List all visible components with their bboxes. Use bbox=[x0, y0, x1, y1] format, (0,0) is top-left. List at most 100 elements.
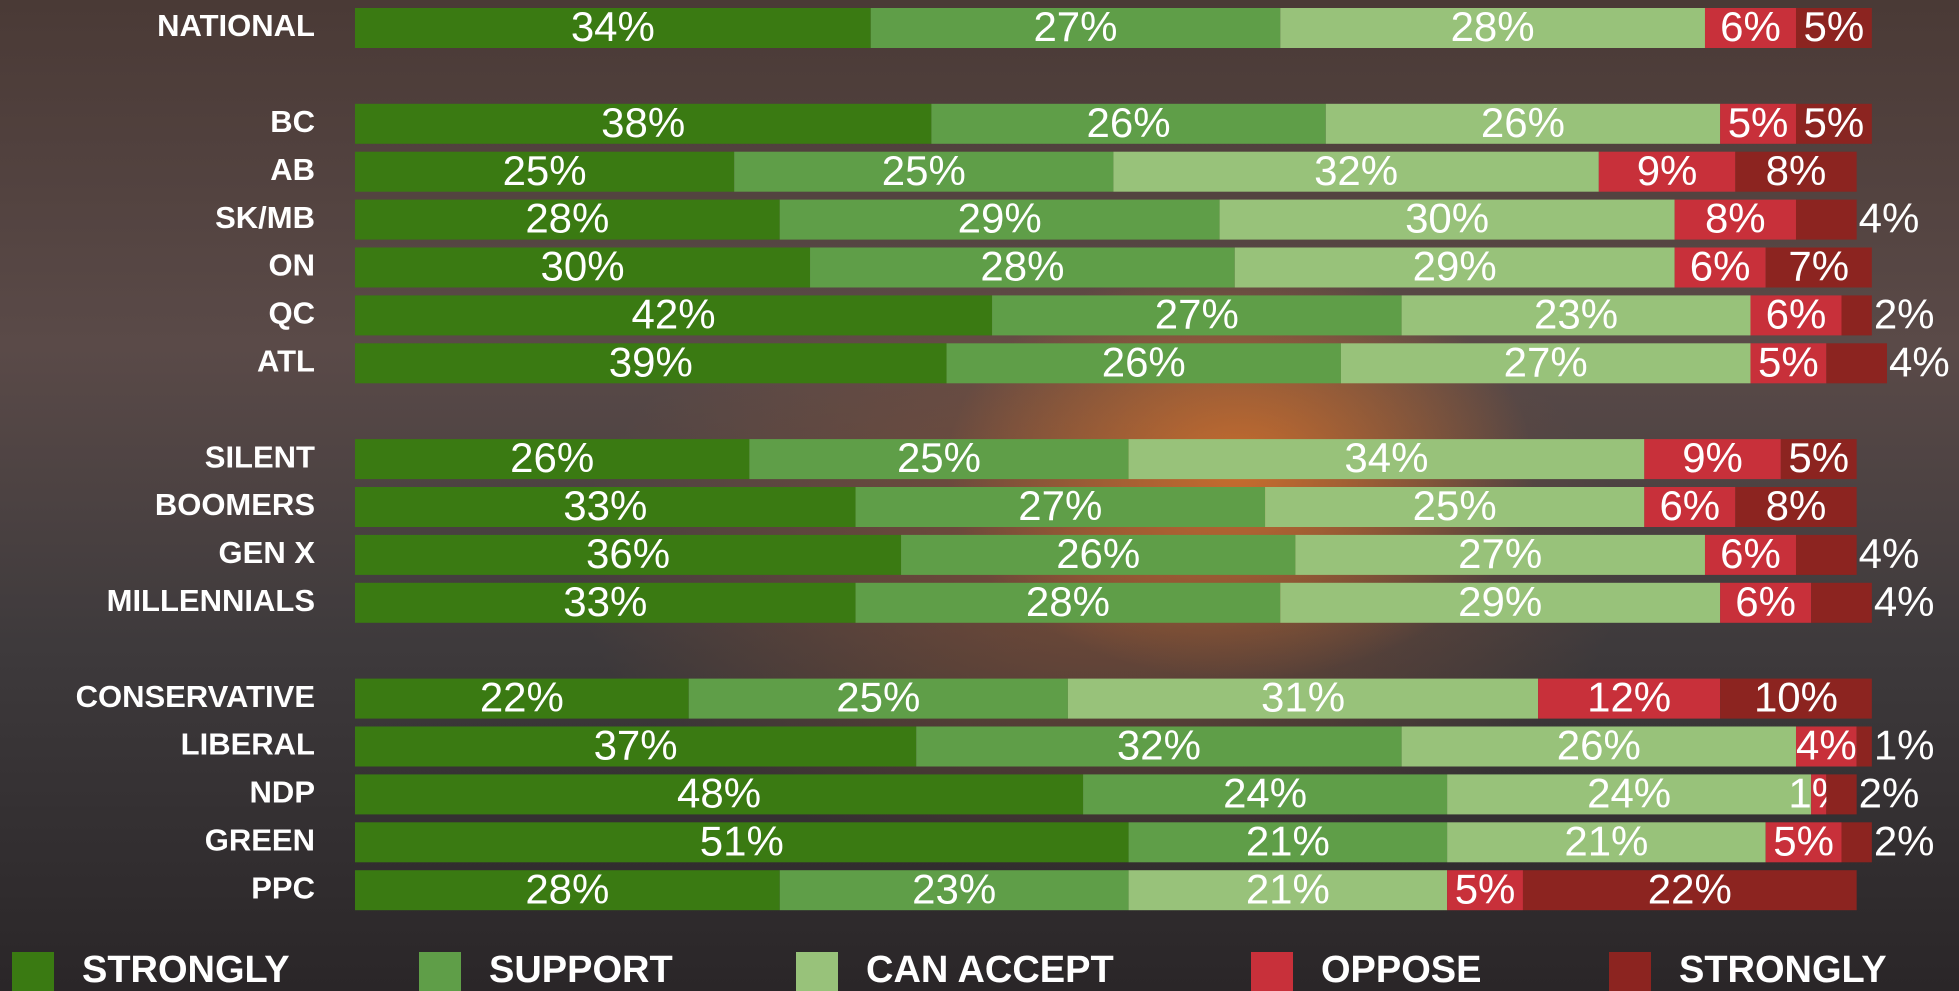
bar-segment bbox=[1857, 727, 1872, 767]
value-label: 5% bbox=[1804, 99, 1865, 146]
value-label: 2% bbox=[1859, 769, 1920, 816]
value-label: 6% bbox=[1720, 530, 1781, 577]
value-label: 23% bbox=[912, 865, 996, 912]
value-label: 2% bbox=[1874, 817, 1935, 864]
value-label: 39% bbox=[609, 338, 693, 385]
value-label: 5% bbox=[1455, 865, 1516, 912]
category-label: PPC bbox=[251, 870, 315, 905]
value-label: 25% bbox=[503, 147, 587, 194]
value-label: 31% bbox=[1261, 674, 1345, 721]
bar-segment bbox=[1841, 295, 1871, 335]
value-label: 8% bbox=[1766, 147, 1827, 194]
value-label: 4% bbox=[1859, 195, 1920, 242]
value-label: 12% bbox=[1587, 674, 1671, 721]
bar-segment bbox=[1826, 774, 1856, 814]
screen: NATIONAL34%27%28%6%5%BC38%26%26%5%5%AB25… bbox=[0, 0, 1959, 991]
value-label: 33% bbox=[563, 482, 647, 529]
bar-segment bbox=[1796, 200, 1857, 240]
value-label: 30% bbox=[1405, 195, 1489, 242]
legend-label: STRONGLY bbox=[82, 949, 290, 991]
value-label: 27% bbox=[1504, 338, 1588, 385]
category-label: SILENT bbox=[205, 439, 315, 474]
value-label: 4% bbox=[1796, 722, 1857, 769]
value-label: 25% bbox=[882, 147, 966, 194]
value-label: 27% bbox=[1458, 530, 1542, 577]
value-label: 8% bbox=[1766, 482, 1827, 529]
category-label: CONSERVATIVE bbox=[76, 679, 315, 714]
value-label: 37% bbox=[594, 722, 678, 769]
value-label: 21% bbox=[1246, 865, 1330, 912]
value-label: 29% bbox=[1458, 578, 1542, 625]
value-label: 26% bbox=[1481, 99, 1565, 146]
value-label: 26% bbox=[1087, 99, 1171, 146]
legend-label: STRONGLY bbox=[1679, 949, 1887, 991]
bar-segment bbox=[1826, 343, 1887, 383]
value-label: 51% bbox=[700, 817, 784, 864]
value-label: 28% bbox=[525, 195, 609, 242]
value-label: 48% bbox=[677, 769, 761, 816]
value-label: 8% bbox=[1705, 195, 1766, 242]
legend-swatch bbox=[1609, 952, 1651, 991]
value-label: 25% bbox=[897, 434, 981, 481]
value-label: 26% bbox=[1102, 338, 1186, 385]
value-label: 7% bbox=[1788, 243, 1849, 290]
category-label: QC bbox=[269, 296, 316, 331]
value-label: 5% bbox=[1788, 434, 1849, 481]
value-label: 9% bbox=[1637, 147, 1698, 194]
value-label: 34% bbox=[1344, 434, 1428, 481]
value-label: 9% bbox=[1682, 434, 1743, 481]
value-label: 6% bbox=[1720, 3, 1781, 50]
value-label: 27% bbox=[1018, 482, 1102, 529]
value-label: 32% bbox=[1314, 147, 1398, 194]
category-label: NDP bbox=[250, 775, 315, 810]
value-label: 4% bbox=[1889, 338, 1950, 385]
category-label: LIBERAL bbox=[181, 727, 315, 762]
value-label: 5% bbox=[1773, 817, 1834, 864]
value-label: 28% bbox=[1026, 578, 1110, 625]
category-label: BOOMERS bbox=[155, 487, 315, 522]
value-label: 21% bbox=[1246, 817, 1330, 864]
value-label: 6% bbox=[1690, 243, 1751, 290]
value-label: 22% bbox=[480, 674, 564, 721]
legend-swatch bbox=[419, 952, 461, 991]
value-label: 4% bbox=[1874, 578, 1935, 625]
legend-swatch bbox=[796, 952, 838, 991]
category-label: GREEN bbox=[205, 822, 315, 857]
value-label: 27% bbox=[1033, 3, 1117, 50]
category-label: ON bbox=[269, 248, 316, 283]
value-label: 26% bbox=[1056, 530, 1140, 577]
value-label: 24% bbox=[1223, 769, 1307, 816]
legend-label: SUPPORT bbox=[489, 949, 673, 991]
value-label: 32% bbox=[1117, 722, 1201, 769]
value-label: 6% bbox=[1659, 482, 1720, 529]
value-label: 6% bbox=[1766, 290, 1827, 337]
value-label: 36% bbox=[586, 530, 670, 577]
value-label: 22% bbox=[1648, 865, 1732, 912]
value-label: 28% bbox=[525, 865, 609, 912]
category-label: BC bbox=[270, 104, 315, 139]
legend-label: CAN ACCEPT bbox=[866, 949, 1114, 991]
value-label: 2% bbox=[1874, 290, 1935, 337]
category-label: MILLENNIALS bbox=[107, 583, 315, 618]
value-label: 29% bbox=[1413, 243, 1497, 290]
value-label: 33% bbox=[563, 578, 647, 625]
category-label: NATIONAL bbox=[157, 8, 315, 43]
value-label: 30% bbox=[540, 243, 624, 290]
category-label: SK/MB bbox=[215, 200, 315, 235]
bar-segment bbox=[1796, 535, 1857, 575]
value-label: 25% bbox=[836, 674, 920, 721]
bar-segment bbox=[1841, 822, 1871, 862]
value-label: 1% bbox=[1874, 722, 1935, 769]
value-label: 38% bbox=[601, 99, 685, 146]
chart: NATIONAL34%27%28%6%5%BC38%26%26%5%5%AB25… bbox=[0, 0, 1959, 991]
value-label: 5% bbox=[1758, 338, 1819, 385]
value-label: 25% bbox=[1413, 482, 1497, 529]
value-label: 27% bbox=[1155, 290, 1239, 337]
value-label: 21% bbox=[1564, 817, 1648, 864]
value-label: 5% bbox=[1728, 99, 1789, 146]
value-label: 29% bbox=[958, 195, 1042, 242]
legend-swatch bbox=[1251, 952, 1293, 991]
value-label: 28% bbox=[980, 243, 1064, 290]
value-label: 10% bbox=[1754, 674, 1838, 721]
legend-label: OPPOSE bbox=[1321, 949, 1482, 991]
